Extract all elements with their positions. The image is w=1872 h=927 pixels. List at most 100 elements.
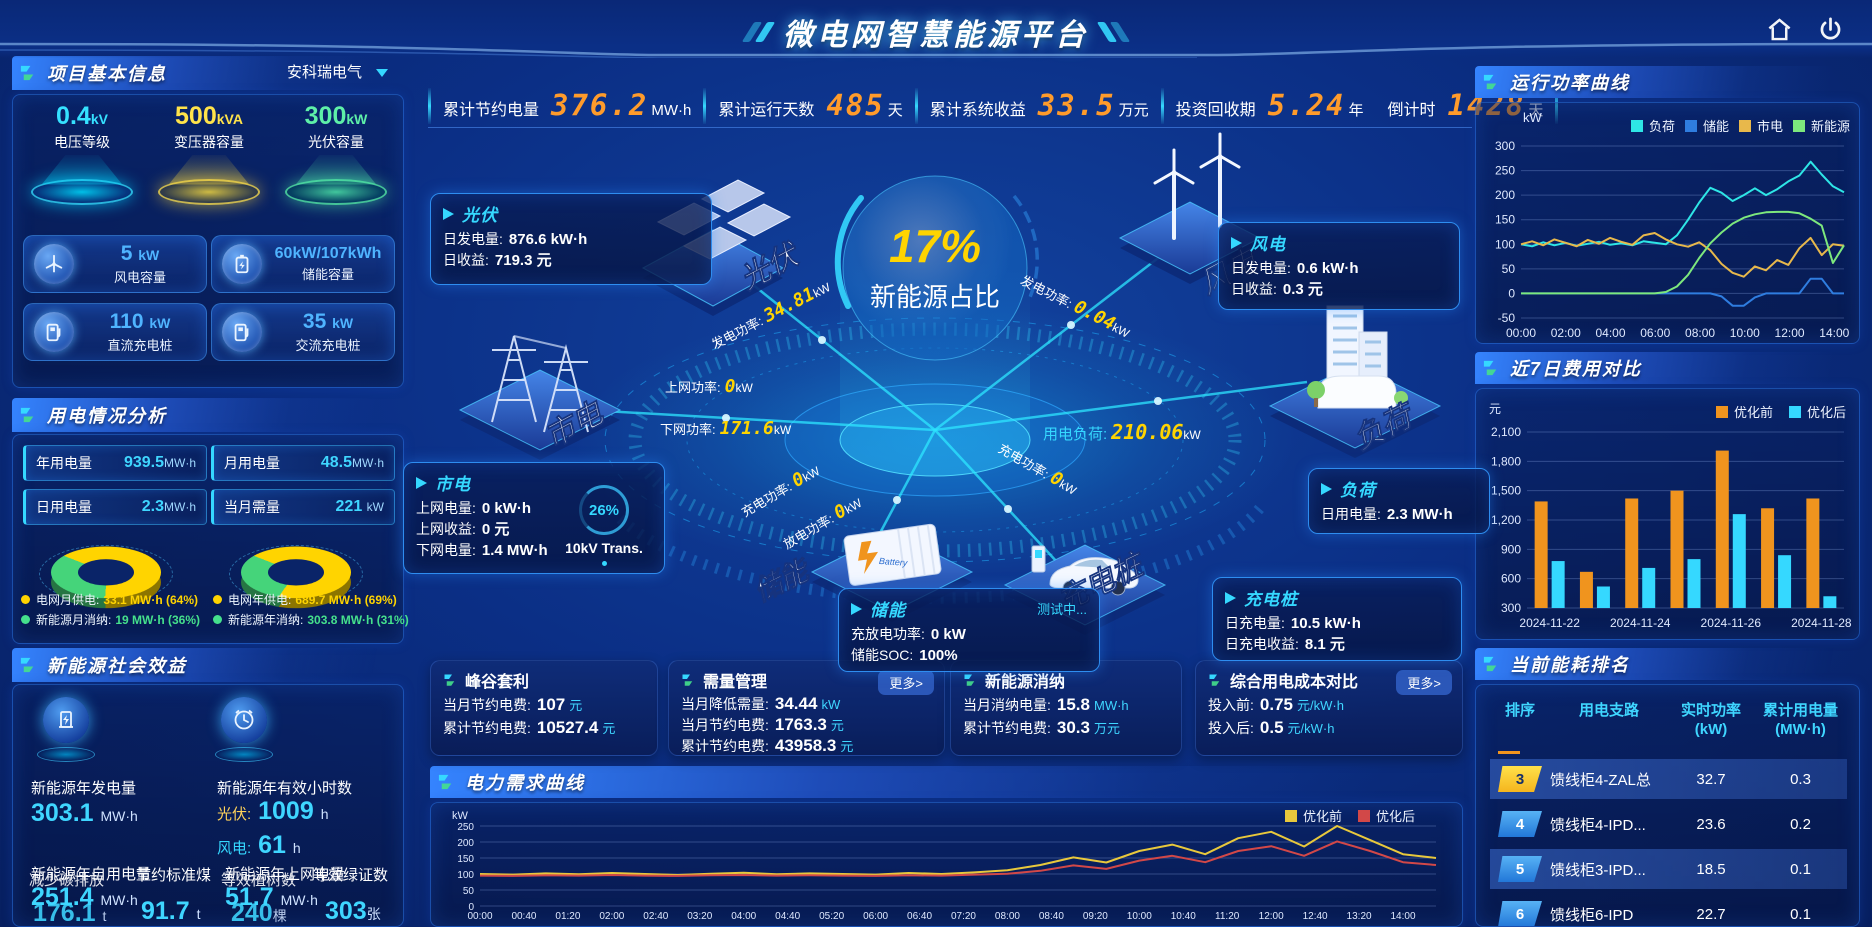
- generator-icon: [43, 697, 89, 743]
- corner-flag-icon: [437, 773, 456, 792]
- arrow-right-icon: [851, 602, 862, 615]
- flow-load-power: 用电负荷: 210.06kW: [1043, 420, 1201, 444]
- dc-charger-icon: [34, 312, 74, 352]
- benefit-co2-label: 减少碳排放: [29, 872, 105, 889]
- svg-text:02:00: 02:00: [1551, 326, 1581, 340]
- corner-flag-icon: [1208, 673, 1223, 688]
- ranking-row[interactable]: 3 馈线柜4-ZAL总 32.7 0.3: [1490, 759, 1847, 799]
- panel-power-body: [1475, 102, 1860, 344]
- svg-text:2024-11-28: 2024-11-28: [1791, 616, 1852, 630]
- svg-text:06:40: 06:40: [907, 911, 932, 922]
- power-icon[interactable]: [1817, 16, 1844, 48]
- svg-text:0: 0: [468, 902, 474, 913]
- svg-text:04:40: 04:40: [775, 911, 800, 922]
- title-left-slashes-icon: [741, 22, 776, 42]
- svg-text:14:00: 14:00: [1391, 911, 1416, 922]
- card-renewable-consumption: 新能源消纳 当月消纳电量: 15.8 MW·h 累计节约电费: 30.3 万元: [950, 660, 1182, 756]
- charger-info-box: 充电桩 日充电量: 10.5 kW·h 日充电收益: 8.1 元: [1212, 577, 1462, 661]
- svg-text:10:00: 10:00: [1127, 911, 1152, 922]
- benefit-coal-value: 91.7 t: [141, 897, 201, 925]
- panel-project-body: 0.4kV 电压等级 500kVA 变压器容量 300kW 光伏容量 5 kW 风…: [12, 94, 404, 388]
- legend-renew-year: 新能源年消纳: 303.8 MW·h (31%): [213, 611, 409, 628]
- pedestal-pv-capacity: 300kW 光伏容量: [275, 102, 397, 205]
- arrow-right-icon: [1231, 236, 1242, 249]
- ac-charger-icon: [222, 312, 262, 352]
- corner-flag-icon: [19, 64, 38, 83]
- panel-power-curve: 运行功率曲线 kW 负荷 储能 市电 新能源 300 250 200 150 100 50…: [1475, 66, 1860, 344]
- pv-info-box: 光伏 日发电量: 876.6 kW·h 日收益: 719.3 元: [430, 193, 712, 285]
- renewable-percent-label: 新能源占比: [870, 282, 1000, 312]
- svg-text:1,500: 1,500: [1491, 484, 1521, 498]
- demand-more-button[interactable]: 更多>: [878, 670, 934, 695]
- ranking-row[interactable]: 5 馈线柜3-IPD... 18.5 0.1: [1490, 849, 1847, 889]
- svg-text:100: 100: [457, 870, 474, 881]
- ranking-row[interactable]: 4 馈线柜4-IPD... 23.6 0.2: [1490, 804, 1847, 844]
- glow-pedestal: [31, 178, 133, 205]
- svg-text:2024-11-24: 2024-11-24: [1610, 616, 1671, 630]
- cost-more-button[interactable]: 更多>: [1396, 670, 1452, 695]
- transformer-load-percent: 26%: [579, 485, 629, 535]
- arrow-right-icon: [1321, 482, 1332, 495]
- svg-text:900: 900: [1501, 542, 1521, 556]
- ranking-row[interactable]: 6 馈线柜6-IPD 22.7 0.1: [1490, 894, 1847, 926]
- svg-text:50: 50: [1502, 262, 1516, 276]
- benefit-export-label: 新能源年上网电量: [225, 866, 346, 883]
- card-peak-valley: 峰谷套利 当月节约电费: 107 元 累计节约电费: 10527.4 元: [430, 660, 658, 756]
- panel-power-header: 运行功率曲线: [1475, 66, 1860, 98]
- svg-text:150: 150: [1495, 213, 1515, 227]
- glow-pedestal: [285, 178, 387, 205]
- corner-flag-icon: [19, 656, 38, 675]
- project-dropdown[interactable]: 安科瑞电气: [287, 61, 388, 82]
- svg-text:100: 100: [1495, 237, 1515, 251]
- capacity-storage: 60kW/107kWh 储能容量: [211, 235, 395, 293]
- kpi-run-days: 累计运行天数 485 天: [718, 88, 903, 122]
- benefit-cert-value: 303张: [325, 897, 381, 925]
- svg-text:300: 300: [1501, 601, 1521, 615]
- panel-title: 项目基本信息: [47, 64, 167, 84]
- rank-badge: 5: [1498, 856, 1542, 882]
- legend-grid-year: 电网年供电: 689.7 MW·h (69%): [213, 591, 397, 608]
- svg-text:250: 250: [1495, 164, 1515, 178]
- svg-text:2,100: 2,100: [1491, 425, 1521, 439]
- panel-title: 电力需求曲线: [465, 773, 585, 793]
- panel-ranking-body: 排序 用电支路 实时功率 (kW) 累计用电量 (MW·h) 3 馈线柜4-ZAL总…: [1475, 684, 1860, 927]
- benefit-export-value: 51.7 MW·h: [225, 883, 318, 911]
- benefit-tree-value: 240棵: [231, 899, 287, 927]
- renewable-percent: 17%: [889, 220, 981, 272]
- stat-month-demand: 当月需量 221 kW: [211, 489, 395, 525]
- corner-flag-icon: [443, 673, 458, 688]
- legend-grid-month: 电网月供电: 33.1 MW·h (64%): [21, 591, 198, 608]
- flow-to-grid: 上网功率: 0kW: [665, 376, 753, 397]
- battery-icon: [222, 244, 262, 284]
- spoke-glow-dots: [722, 321, 1162, 513]
- ranking-accent-dash: [1498, 751, 1520, 754]
- cost-legend: 优化前 优化后: [1715, 402, 1846, 421]
- load-info-box: 负荷 日用电量: 2.3 MW·h: [1308, 468, 1490, 534]
- benefit-coal-label: 节约标准煤: [136, 867, 212, 884]
- svg-text:12:00: 12:00: [1259, 911, 1284, 922]
- card-title: 新能源消纳: [985, 674, 1066, 691]
- corner-flag-icon: [681, 673, 696, 688]
- svg-text:-50: -50: [1498, 311, 1516, 325]
- svg-text:12:40: 12:40: [1303, 911, 1328, 922]
- transformer-load-indicator: 26% 10kV Trans.: [552, 485, 656, 566]
- panel-ranking-header: 当前能耗排名: [1475, 648, 1860, 680]
- svg-text:10:00: 10:00: [1730, 326, 1760, 340]
- panel-energy-ranking: 当前能耗排名 排序 用电支路 实时功率 (kW) 累计用电量 (MW·h) 3 馈线…: [1475, 648, 1860, 927]
- svg-text:Battery: Battery: [879, 556, 909, 568]
- rank-badge: 3: [1498, 766, 1542, 792]
- svg-text:08:00: 08:00: [1685, 326, 1715, 340]
- svg-text:200: 200: [457, 838, 474, 849]
- chevron-down-icon: [376, 68, 388, 83]
- svg-text:250: 250: [457, 822, 474, 833]
- transformer-label: 10kV Trans.: [565, 540, 643, 556]
- title-right-slashes-icon: [1096, 22, 1131, 42]
- svg-text:01:20: 01:20: [555, 911, 580, 922]
- benefit-gen-value: 303.1 MW·h: [31, 799, 138, 827]
- demand-curve-chart: 250 200 150 100 50 000:00 00:40 01:20 02:00 02:40…: [457, 822, 1437, 922]
- panel-usage-body: 年用电量 939.5MW·h 月用电量 48.5MW·h 日用电量 2.3MW·h 当…: [12, 434, 409, 644]
- wind-info-box: 风电 日发电量: 0.6 kW·h 日收益: 0.3 元: [1218, 222, 1460, 310]
- home-icon[interactable]: [1766, 16, 1793, 48]
- svg-text:300: 300: [1495, 139, 1515, 153]
